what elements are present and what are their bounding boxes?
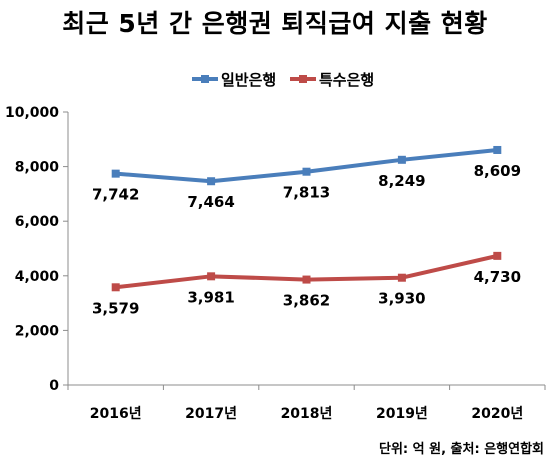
legend-marker bbox=[299, 75, 307, 83]
data-point bbox=[111, 283, 120, 292]
legend-marker bbox=[201, 75, 209, 83]
data-label: 3,930 bbox=[378, 290, 425, 308]
legend-label: 특수은행 bbox=[319, 71, 374, 89]
data-label: 4,730 bbox=[474, 268, 521, 286]
y-tick-label: 10,000 bbox=[5, 105, 59, 121]
data-label: 8,249 bbox=[378, 172, 425, 190]
data-label: 3,981 bbox=[187, 288, 234, 306]
series-line bbox=[115, 147, 498, 184]
data-label: 7,742 bbox=[92, 186, 139, 204]
plot-area: 7,742 7,464 7,813 8,249 8,609 3,579 3,981 3,862… bbox=[92, 145, 521, 317]
data-label: 3,579 bbox=[92, 299, 139, 317]
data-label: 7,813 bbox=[283, 184, 330, 202]
data-point bbox=[207, 272, 216, 281]
axes: 0 2,000 4,000 6,000 8,000 10,000 2016년 2017년 201… bbox=[5, 105, 546, 422]
data-point bbox=[397, 273, 406, 282]
y-tick-label: 0 bbox=[49, 378, 59, 394]
series-2: 3,579 3,981 3,862 3,930 4,730 bbox=[92, 251, 521, 317]
data-point bbox=[111, 169, 120, 178]
data-label: 8,609 bbox=[474, 162, 521, 180]
legend: 일반은행 특수은행 bbox=[192, 71, 374, 89]
y-tick-label: 2,000 bbox=[15, 323, 60, 339]
y-tick-label: 6,000 bbox=[15, 214, 60, 230]
legend-label: 일반은행 bbox=[221, 71, 276, 89]
data-point bbox=[302, 275, 311, 284]
x-tick-label: 2017년 bbox=[185, 406, 237, 422]
x-tick-label: 2020년 bbox=[471, 406, 523, 422]
data-label: 7,464 bbox=[187, 193, 234, 211]
x-tick-label: 2018년 bbox=[281, 406, 333, 422]
y-tick-label: 8,000 bbox=[15, 160, 60, 176]
data-point bbox=[493, 251, 502, 260]
data-point bbox=[207, 177, 216, 186]
x-tick-label: 2019년 bbox=[376, 406, 428, 422]
chart-title: 최근 5년 간 은행권 퇴직급여 지출 현황 bbox=[62, 9, 488, 38]
data-point bbox=[397, 155, 406, 164]
legend-item: 특수은행 bbox=[290, 71, 374, 89]
data-label: 3,862 bbox=[283, 292, 330, 310]
legend-item: 일반은행 bbox=[192, 71, 276, 89]
series-1: 7,742 7,464 7,813 8,249 8,609 bbox=[92, 145, 521, 211]
data-point bbox=[302, 167, 311, 176]
x-tick-label: 2016년 bbox=[90, 406, 142, 422]
data-point bbox=[493, 145, 502, 154]
source-note: 단위: 억 원, 출처: 은행연합회 bbox=[379, 442, 544, 457]
y-tick-label: 4,000 bbox=[15, 269, 60, 285]
